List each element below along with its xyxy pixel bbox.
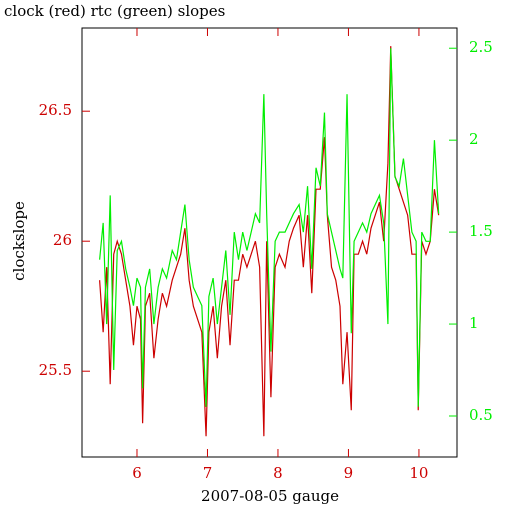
x-tick-label: 8 [273,464,283,482]
x-tick-label: 7 [203,464,213,482]
y2-tick-label: 2 [469,130,479,148]
y2-tick-label: 1.5 [469,222,493,240]
y-tick-label: 26.5 [39,101,72,119]
chart-title: clock (red) rtc (green) slopes [4,2,225,20]
y-axis-label: clockslope [10,201,28,281]
x-tick-label: 6 [132,464,142,482]
plot-frame [81,27,458,458]
x-tick-label: 10 [409,464,428,482]
y2-tick-label: 2.5 [469,38,493,56]
y-tick-label: 25.5 [39,361,72,379]
series-line [99,48,440,407]
y2-tick-label: 1 [469,314,479,332]
y2-tick-label: 0.5 [469,406,493,424]
x-axis-label: 2007-08-05 gauge [201,487,339,505]
y-tick-label: 26 [53,231,72,249]
series-line [99,46,440,437]
x-tick-label: 9 [344,464,354,482]
